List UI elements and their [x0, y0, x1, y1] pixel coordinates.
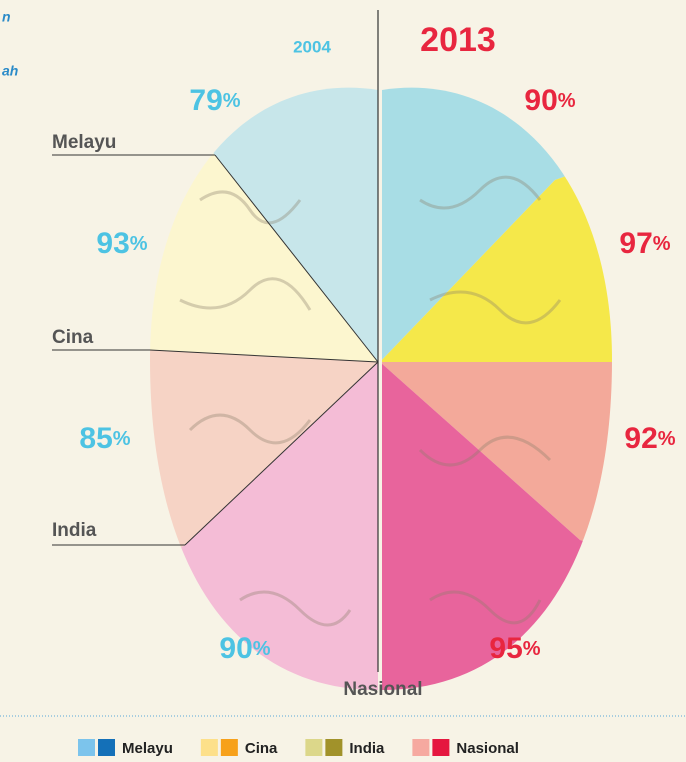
- group-label: Cina: [52, 327, 94, 348]
- unit: %: [130, 233, 148, 255]
- legend-swatch: [412, 739, 429, 756]
- unit: %: [223, 90, 241, 112]
- unit: %: [113, 428, 131, 450]
- value: 85: [79, 422, 112, 455]
- value: 93: [96, 227, 129, 260]
- legend-swatch: [201, 739, 218, 756]
- legend-label: India: [349, 740, 385, 757]
- unit: %: [658, 428, 676, 450]
- value: 90: [524, 84, 557, 117]
- group-label: India: [52, 520, 97, 541]
- legend-label: Nasional: [456, 740, 519, 757]
- value: 95: [489, 632, 522, 665]
- group-label: Melayu: [52, 132, 116, 153]
- legend-swatch: [432, 739, 449, 756]
- infographic: nah2004201379%90%Melayu93%97%Cina85%92%I…: [0, 0, 686, 762]
- value: 92: [624, 422, 657, 455]
- year-right: 2013: [420, 21, 496, 59]
- legend-label: Melayu: [122, 740, 173, 757]
- legend-label: Cina: [245, 740, 278, 757]
- value: 79: [189, 84, 222, 117]
- group-label: Nasional: [343, 679, 422, 700]
- legend-swatch: [305, 739, 322, 756]
- unit: %: [253, 638, 271, 660]
- unit: %: [558, 90, 576, 112]
- legend-swatch: [221, 739, 238, 756]
- legend-swatch: [325, 739, 342, 756]
- unit: %: [523, 638, 541, 660]
- legend-swatch: [78, 739, 95, 756]
- legend-swatch: [98, 739, 115, 756]
- value: 90: [219, 632, 252, 665]
- fragment: ah: [2, 63, 18, 79]
- year-left: 2004: [293, 37, 331, 56]
- fragment: n: [2, 9, 11, 25]
- value: 97: [619, 227, 652, 260]
- unit: %: [653, 233, 671, 255]
